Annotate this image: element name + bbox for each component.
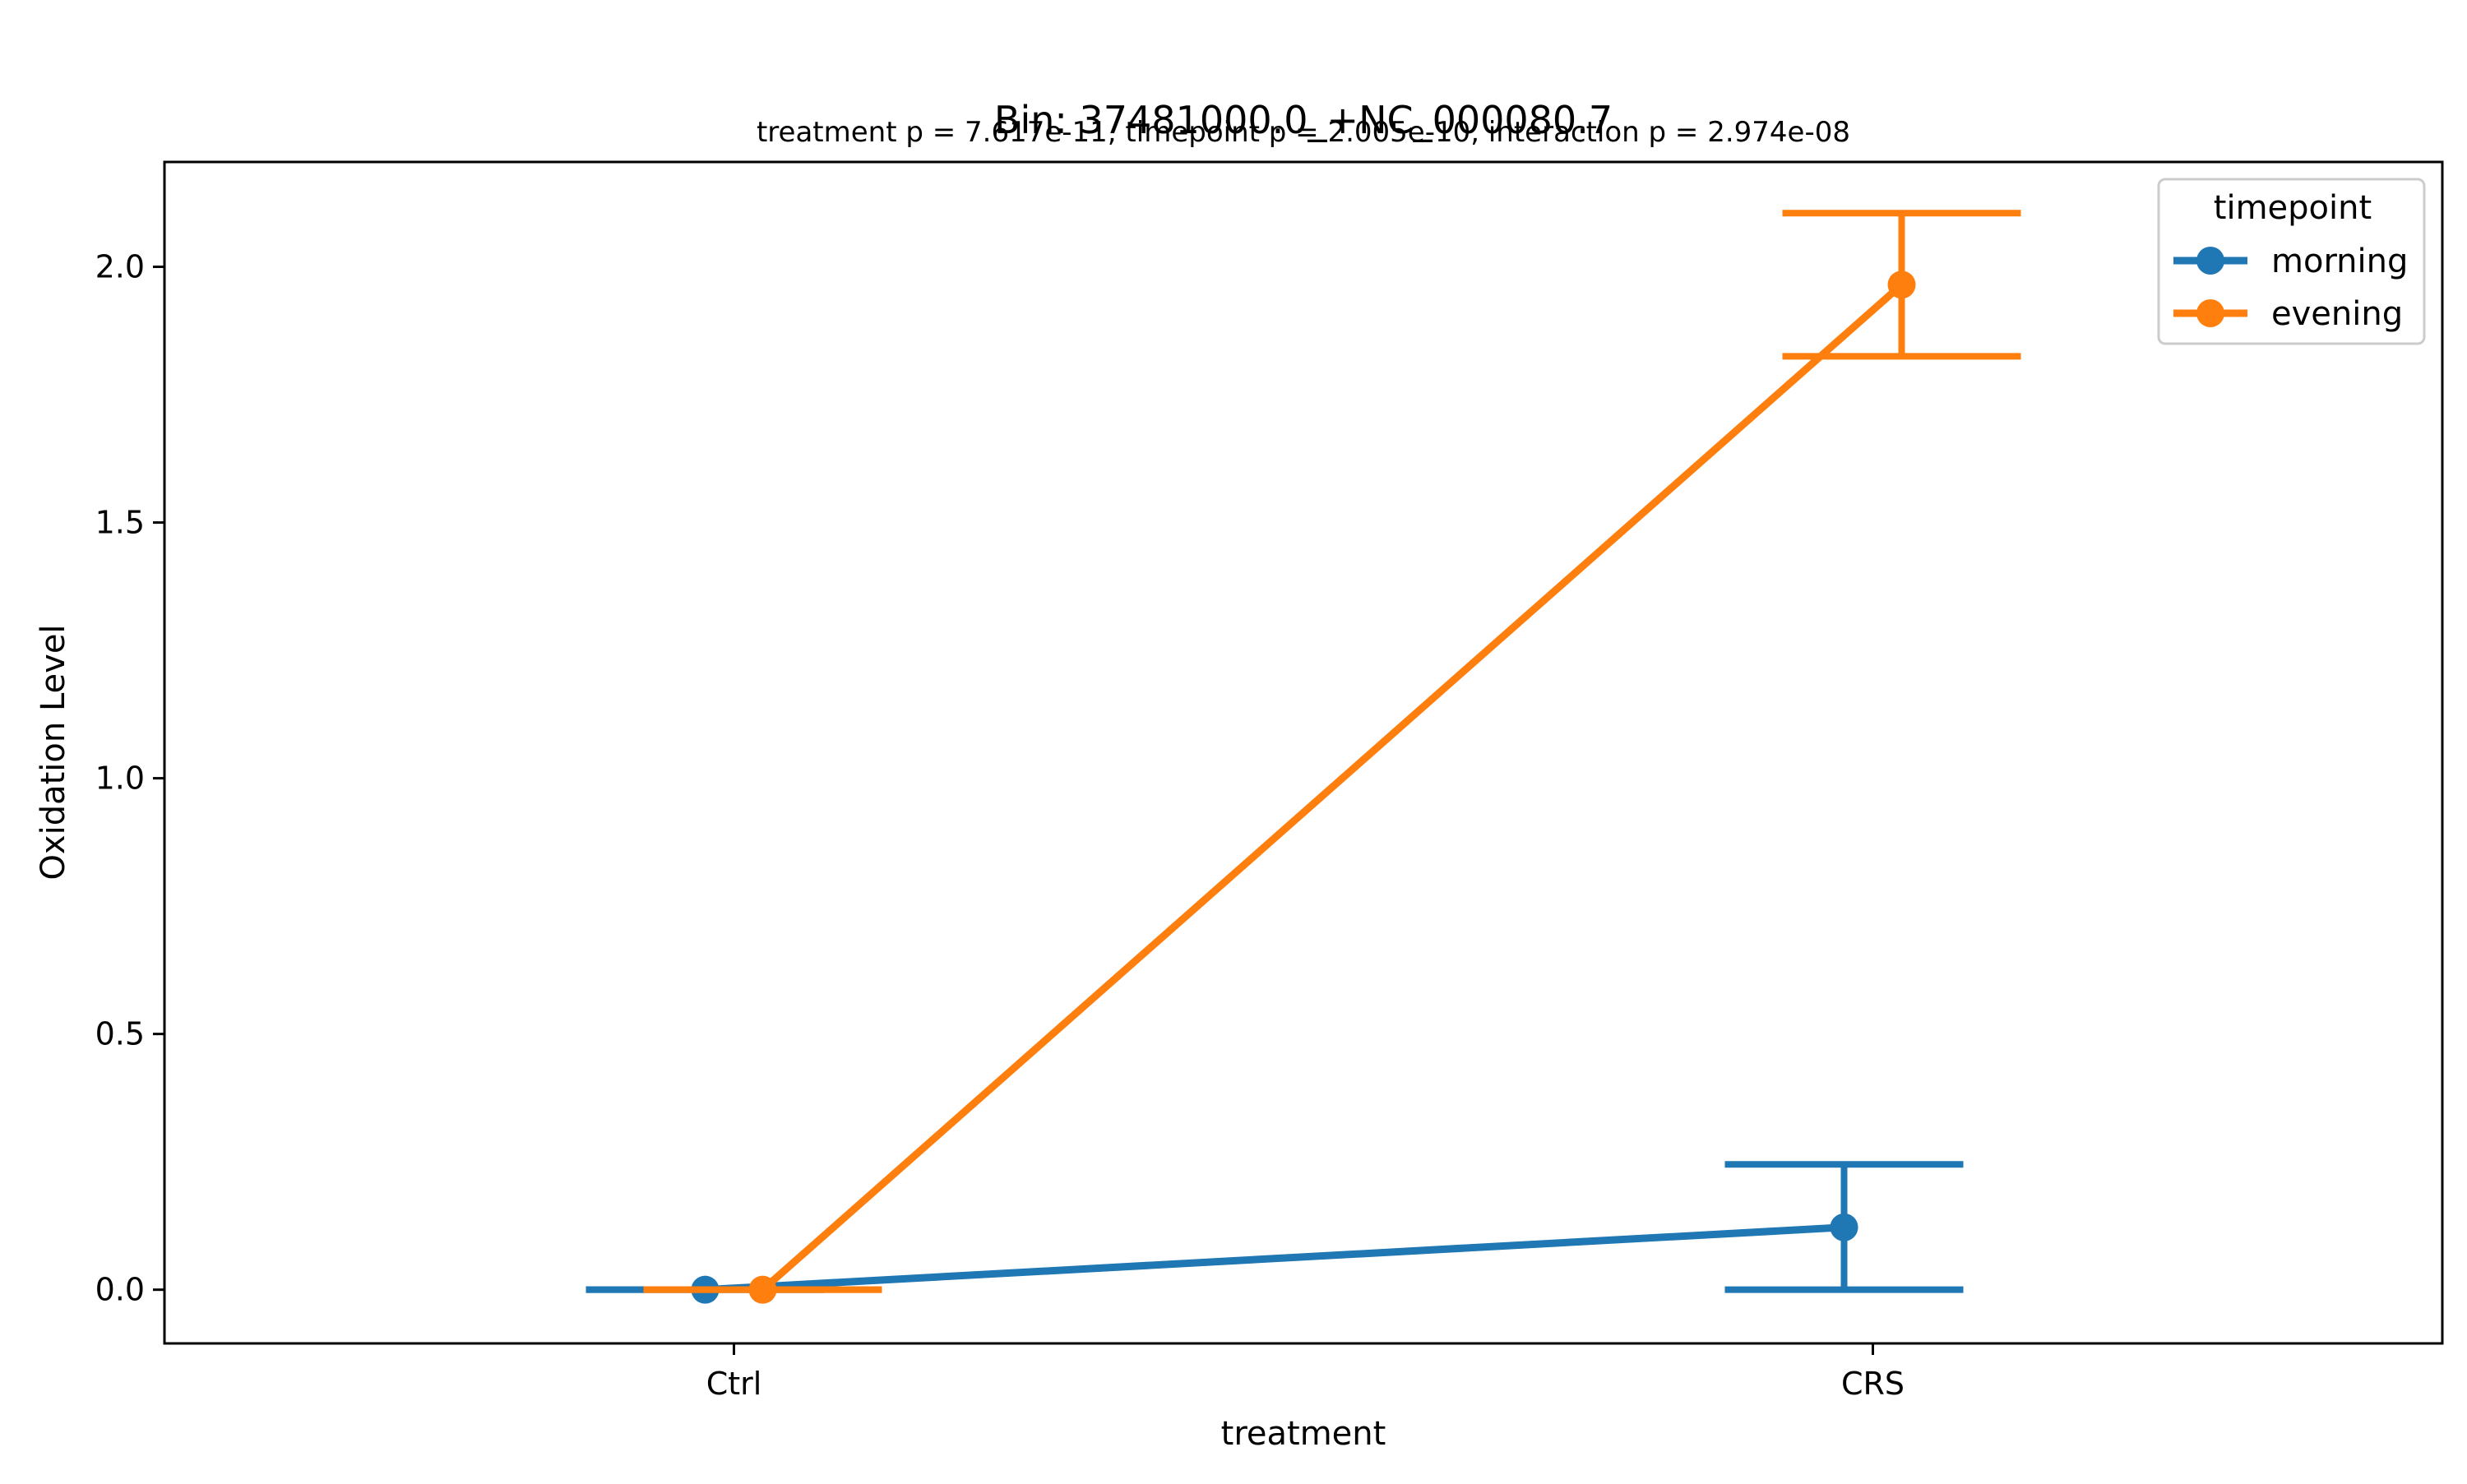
x-tick-label: CRS [1841, 1366, 1905, 1402]
y-tick-label: 1.0 [95, 760, 145, 797]
series-evening [643, 210, 2021, 1304]
legend-items: morning evening [2173, 243, 2408, 333]
legend-swatch-marker [2196, 247, 2224, 275]
y-tick-label: 0.0 [95, 1272, 145, 1308]
legend-label: morning [2271, 243, 2408, 280]
marks-layer [586, 210, 2021, 1304]
series-morning [586, 1161, 1964, 1304]
y-tick-label: 1.5 [95, 505, 145, 541]
y-tick-label: 0.5 [95, 1016, 145, 1052]
data-point-evening [1887, 270, 1916, 299]
y-tick-label: 2.0 [95, 249, 145, 285]
legend-item-morning: morning [2173, 243, 2408, 280]
series-line-evening [760, 281, 1905, 1293]
axes-layer: 0.0 0.5 1.0 1.5 2.0 Ctrl CRS [95, 249, 1905, 1402]
data-point-morning [1830, 1213, 1858, 1241]
chart-subtitle: treatment p = 7.617e-11, timepoint p = 2… [757, 116, 1850, 149]
x-axis-label: treatment [1221, 1415, 1386, 1453]
legend: timepoint morning evening [2157, 178, 2426, 345]
plot-frame [163, 160, 2444, 1345]
y-axis-label: Oxidation Level [35, 624, 72, 880]
legend-item-evening: evening [2173, 295, 2403, 333]
legend-swatch-marker [2196, 299, 2224, 327]
legend-title: timepoint [2214, 189, 2372, 227]
legend-box [2157, 178, 2426, 345]
legend-label: evening [2271, 295, 2403, 333]
chart-title: Bin: 37481000.0_+NC_000080.7 [994, 98, 1613, 142]
series-line-morning [705, 1223, 1844, 1294]
data-point-evening [748, 1275, 777, 1304]
x-tick-label: Ctrl [706, 1366, 762, 1402]
